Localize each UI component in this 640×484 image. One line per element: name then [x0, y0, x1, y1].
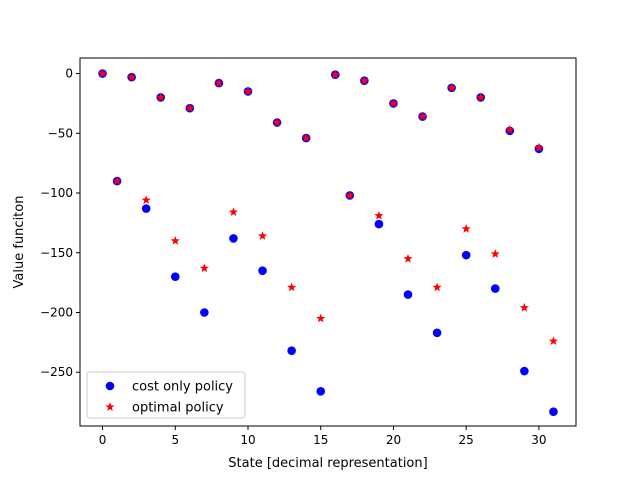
optimal-point [214, 78, 224, 87]
x-tick-label: 30 [531, 433, 546, 447]
x-tick-label: 0 [99, 433, 107, 447]
optimal-point [127, 72, 137, 81]
optimal-point [287, 282, 297, 292]
cost-only-point [229, 234, 238, 243]
cost-only-point [141, 204, 151, 213]
optimal-point [257, 231, 268, 240]
y-tick-label: −200 [40, 305, 73, 319]
optimal-point [447, 83, 457, 92]
cost-only-point [258, 266, 267, 275]
optimal-point [388, 98, 399, 108]
x-tick-label: 10 [240, 433, 255, 447]
optimal-point [417, 111, 428, 121]
optimal-point [359, 75, 369, 85]
y-axis-label: Value funciton [12, 196, 27, 289]
optimal-point [490, 249, 500, 258]
legend-label: cost only policy [132, 380, 233, 395]
legend: cost only policy optimal policy [86, 371, 246, 419]
optimal-point [272, 117, 282, 127]
cost-only-point [520, 366, 529, 376]
optimal-point [548, 336, 559, 346]
cost-only-point [316, 387, 326, 396]
optimal-point [301, 133, 311, 142]
cost-only-point [403, 290, 413, 299]
optimal-point [243, 86, 253, 96]
legend-marker [105, 402, 115, 411]
y-tick-label: −250 [40, 365, 73, 379]
optimal-point [141, 195, 151, 205]
data-marks [97, 68, 559, 416]
optimal-point [330, 69, 340, 79]
cost-only-point [432, 328, 442, 338]
y-tick-label: −150 [40, 246, 73, 260]
cost-only-point [170, 272, 180, 281]
optimal-point [534, 142, 544, 152]
legend-label: optimal policy [132, 401, 224, 416]
optimal-point [112, 176, 122, 185]
y-tick-label: 0 [65, 67, 73, 81]
plot-area [80, 58, 576, 426]
optimal-point [185, 103, 195, 113]
optimal-point [228, 207, 239, 217]
x-tick-label: 25 [459, 433, 474, 447]
cost-only-point [461, 250, 471, 260]
plot-frame [79, 57, 577, 427]
optimal-point [461, 224, 471, 233]
y-tick-label: −50 [48, 126, 73, 140]
x-axis-label: State [decimal representation] [228, 456, 427, 471]
optimal-point [345, 190, 355, 200]
legend-marker [105, 381, 115, 391]
optimal-point [170, 236, 180, 245]
cost-only-point [490, 284, 500, 293]
x-tick-label: 15 [313, 433, 328, 447]
optimal-point [374, 210, 384, 220]
cost-only-point [287, 346, 296, 356]
cost-only-point [374, 219, 384, 229]
optimal-point [519, 302, 529, 312]
optimal-point [505, 124, 515, 134]
y-axis-ticks: 0 −50 −100 −150 −200 −250 [40, 67, 80, 379]
optimal-point [403, 253, 413, 263]
x-tick-label: 20 [386, 433, 401, 447]
optimal-point [316, 313, 326, 323]
optimal-point [476, 92, 486, 102]
cost-only-point [200, 308, 209, 317]
cost-only-point [549, 407, 558, 416]
optimal-point [199, 263, 209, 273]
x-tick-label: 5 [171, 433, 179, 447]
y-tick-label: −100 [40, 186, 73, 200]
optimal-point [432, 282, 442, 292]
optimal-point [97, 68, 108, 78]
x-axis-ticks: 0 5 10 15 20 25 30 [99, 426, 547, 447]
optimal-point [156, 92, 166, 102]
legend-box [86, 371, 246, 419]
